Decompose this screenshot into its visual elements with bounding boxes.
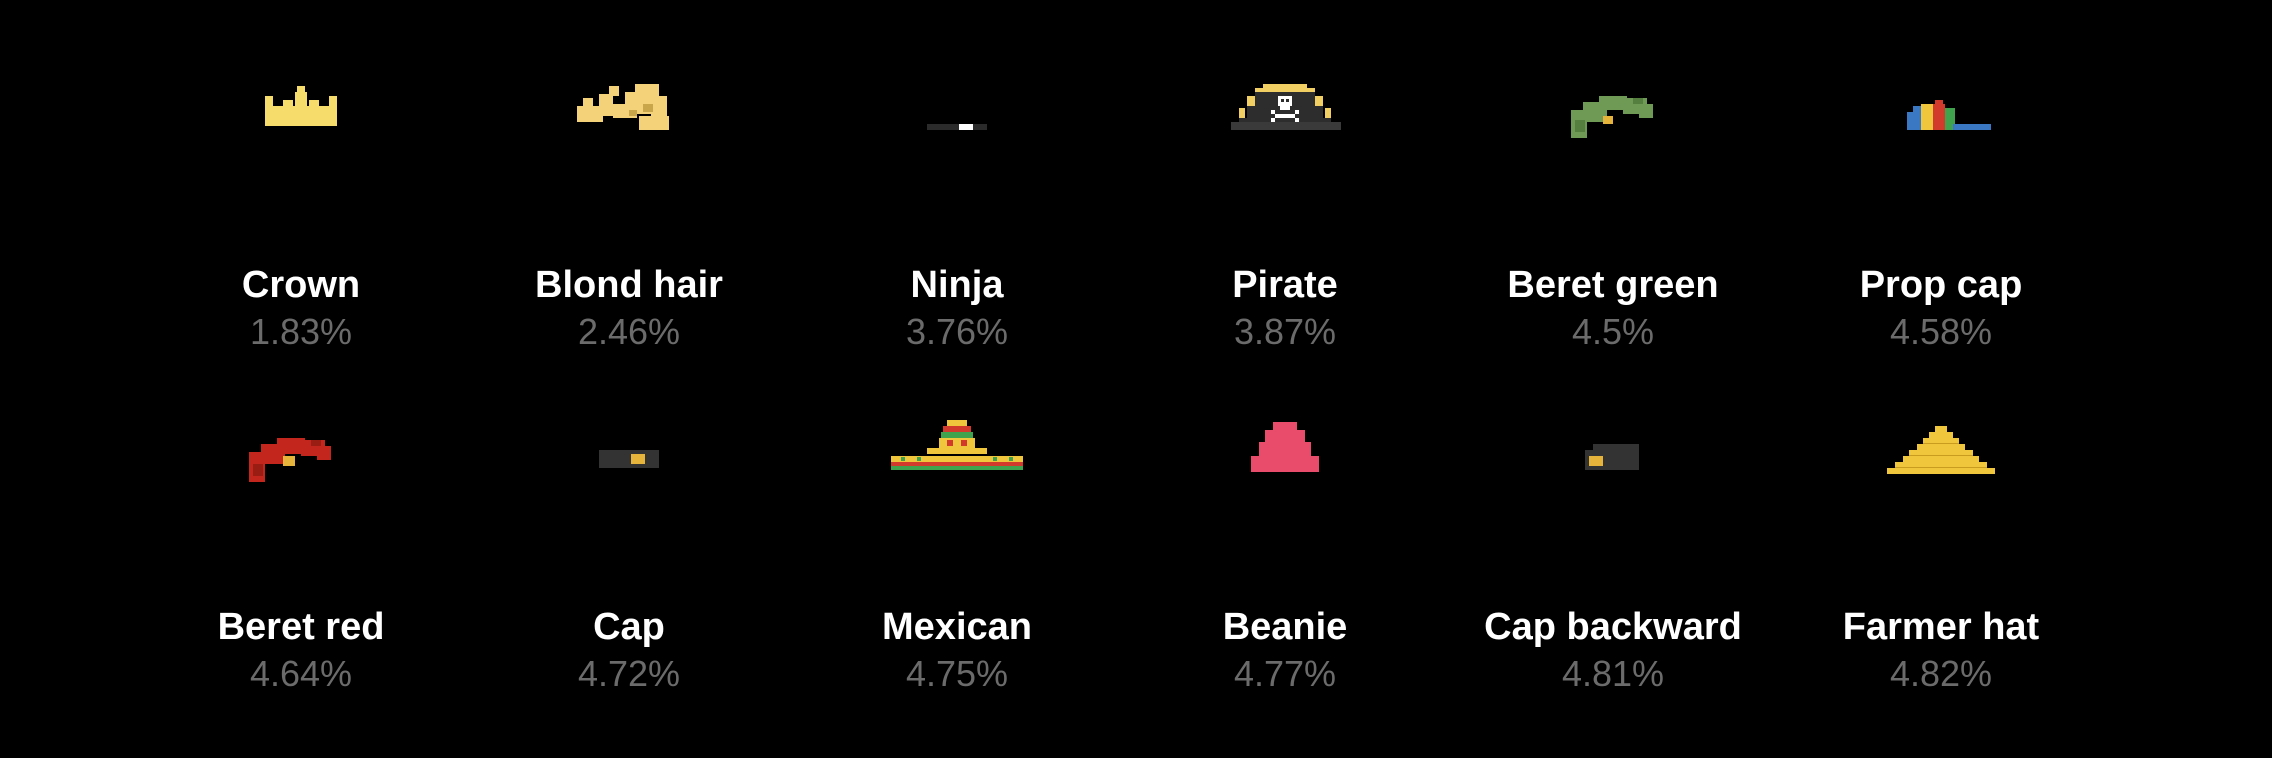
trait-name: Beanie: [1222, 606, 1348, 648]
ninja-headband-icon: [807, 0, 1107, 200]
pirate-hat-icon: [1135, 0, 1435, 200]
trait-name: Farmer hat: [1842, 606, 2040, 648]
trait-name: Cap: [593, 606, 665, 648]
backward-cap-icon: [1463, 342, 1763, 542]
trait-card-ninja[interactable]: Ninja 3.76%: [807, 0, 1107, 352]
trait-percent: 4.58%: [1889, 311, 1993, 352]
trait-card-cap-backward[interactable]: Cap backward 4.81%: [1463, 342, 1763, 694]
cap-icon: [479, 342, 779, 542]
trait-card-cap[interactable]: Cap 4.72%: [479, 342, 779, 694]
trait-name: Crown: [241, 264, 361, 306]
trait-percent: 3.87%: [1233, 311, 1337, 352]
trait-percent: 2.46%: [577, 311, 681, 352]
trait-card-blond-hair[interactable]: Blond hair 2.46%: [479, 0, 779, 352]
red-beret-icon: [151, 342, 451, 542]
trait-name: Pirate: [1232, 264, 1338, 306]
trait-card-prop-cap[interactable]: Prop cap 4.58%: [1791, 0, 2091, 352]
blond-hair-icon: [479, 0, 779, 200]
trait-percent: 3.76%: [905, 311, 1009, 352]
trait-percent: 4.82%: [1889, 653, 1993, 694]
sombrero-icon: [807, 342, 1107, 542]
trait-card-mexican[interactable]: Mexican 4.75%: [807, 342, 1107, 694]
trait-name: Blond hair: [535, 264, 723, 306]
trait-name: Prop cap: [1859, 264, 2023, 306]
propeller-cap-icon: [1791, 0, 2091, 200]
trait-name: Mexican: [882, 606, 1032, 648]
trait-percent: 4.72%: [577, 653, 681, 694]
trait-name: Cap backward: [1484, 606, 1742, 648]
trait-percent: 4.64%: [249, 653, 353, 694]
trait-card-pirate[interactable]: Pirate 3.87%: [1135, 0, 1435, 352]
green-beret-icon: [1463, 0, 1763, 200]
trait-card-farmer-hat[interactable]: Farmer hat 4.82%: [1791, 342, 2091, 694]
trait-percent: 1.83%: [249, 311, 353, 352]
farmer-hat-icon: [1791, 342, 2091, 542]
trait-percent: 4.5%: [1571, 311, 1655, 352]
beanie-icon: [1135, 342, 1435, 542]
trait-percent: 4.75%: [905, 653, 1009, 694]
trait-percent: 4.77%: [1233, 653, 1337, 694]
trait-name: Beret green: [1507, 264, 1719, 306]
trait-card-crown[interactable]: Crown 1.83%: [151, 0, 451, 352]
trait-card-beret-red[interactable]: Beret red 4.64%: [151, 342, 451, 694]
trait-percent: 4.81%: [1561, 653, 1665, 694]
trait-card-beret-green[interactable]: Beret green 4.5%: [1463, 0, 1763, 352]
crown-icon: [151, 0, 451, 200]
trait-card-beanie[interactable]: Beanie 4.77%: [1135, 342, 1435, 694]
trait-name: Beret red: [217, 606, 385, 648]
trait-name: Ninja: [910, 264, 1004, 306]
